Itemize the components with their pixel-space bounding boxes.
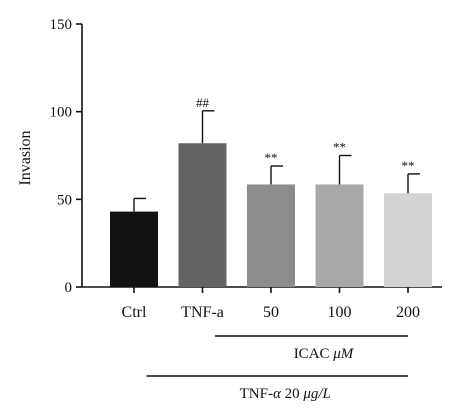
- y-tick-label: 150: [50, 17, 73, 33]
- significance-label: **: [333, 140, 346, 155]
- labels: Ctrl ## TNF-a ** 50 ** 100 ** 200: [122, 95, 420, 321]
- bar: [178, 143, 227, 287]
- bar: [315, 184, 364, 287]
- y-tick-label: 50: [57, 192, 72, 208]
- bar: [247, 184, 295, 287]
- significance-label: ##: [196, 95, 210, 110]
- group-label: TNF-α 20 μg/L: [240, 386, 331, 402]
- category-label: Ctrl: [122, 304, 147, 321]
- category-label: 100: [328, 304, 352, 321]
- category-label: 200: [396, 304, 420, 321]
- bars: [110, 110, 432, 287]
- bar: [110, 211, 158, 287]
- bar: [384, 193, 432, 287]
- y-tick-label: 100: [50, 105, 73, 121]
- group-label: ICAC μM: [294, 346, 355, 362]
- category-label: 50: [263, 304, 279, 321]
- significance-label: **: [265, 150, 278, 165]
- y-tick-label: 0: [65, 280, 73, 296]
- group-brackets: ICAC μM TNF-α 20 μg/L: [146, 335, 408, 402]
- significance-label: **: [402, 158, 415, 173]
- category-label: TNF-a: [181, 304, 224, 321]
- axes: 0 50 100 150: [50, 17, 442, 296]
- y-axis-label: Invasion: [17, 130, 34, 185]
